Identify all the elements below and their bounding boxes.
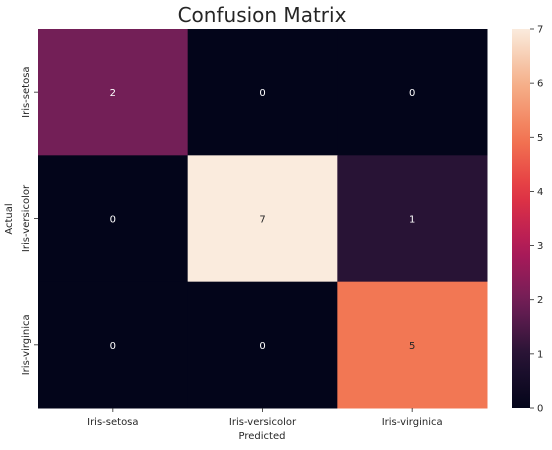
colorbar-tick-label: 5 (537, 133, 543, 144)
cell-label-r1-c2: 1 (409, 215, 415, 226)
colorbar-tick-label: 1 (537, 349, 543, 360)
chart-title: Confusion Matrix (178, 3, 347, 27)
x-tick-label: Iris-setosa (87, 417, 138, 428)
heatmap-cell-r2-c1 (187, 281, 338, 409)
heatmap-cell-r1-c1 (187, 155, 338, 283)
heatmap-cell-r1-c2 (337, 155, 488, 283)
y-axis-ticks: Iris-setosa Iris-versicolor Iris-virginica (21, 66, 38, 375)
cell-label-r2-c0: 0 (110, 341, 116, 352)
heatmap-cell-r2-c0 (38, 281, 189, 409)
colorbar-tick-label: 7 (537, 25, 543, 36)
colorbar-tick-label: 0 (537, 404, 543, 415)
x-tick-label: Iris-virginica (382, 417, 443, 428)
x-axis-label: Predicted (239, 431, 286, 442)
y-tick-label: Iris-versicolor (21, 184, 32, 252)
colorbar-gradient (512, 29, 530, 408)
colorbar-ticks: 0 1 2 3 4 5 6 7 (530, 25, 543, 415)
cell-label-r1-c1: 7 (259, 215, 265, 226)
y-axis-label: Actual (4, 203, 15, 234)
heatmap-cell-r0-c0 (38, 29, 189, 156)
x-tick-label: Iris-versicolor (229, 417, 297, 428)
heatmap-cell-r0-c1 (187, 29, 338, 156)
x-axis-ticks: Iris-setosa Iris-versicolor Iris-virginica (87, 408, 443, 428)
heatmap-cell-r1-c0 (38, 155, 189, 283)
heatmap-cells (38, 29, 488, 409)
colorbar-tick-label: 4 (537, 187, 543, 198)
cell-label-r0-c0: 2 (110, 88, 116, 99)
colorbar-tick-label: 3 (537, 241, 543, 252)
cell-label-r0-c1: 0 (259, 88, 265, 99)
cell-label-r1-c0: 0 (110, 215, 116, 226)
colorbar: 0 1 2 3 4 5 6 7 (512, 25, 543, 415)
y-tick-label: Iris-setosa (21, 66, 32, 117)
y-tick-label: Iris-virginica (21, 314, 32, 375)
cell-annotations: 2 0 0 0 7 1 0 0 5 (110, 88, 416, 352)
cell-label-r0-c2: 0 (409, 88, 415, 99)
colorbar-tick-label: 2 (537, 295, 543, 306)
colorbar-tick-label: 6 (537, 79, 543, 90)
heatmap-cell-r2-c2 (337, 281, 488, 409)
heatmap-cell-r0-c2 (337, 29, 488, 156)
cell-label-r2-c1: 0 (259, 341, 265, 352)
cell-label-r2-c2: 5 (409, 341, 415, 352)
